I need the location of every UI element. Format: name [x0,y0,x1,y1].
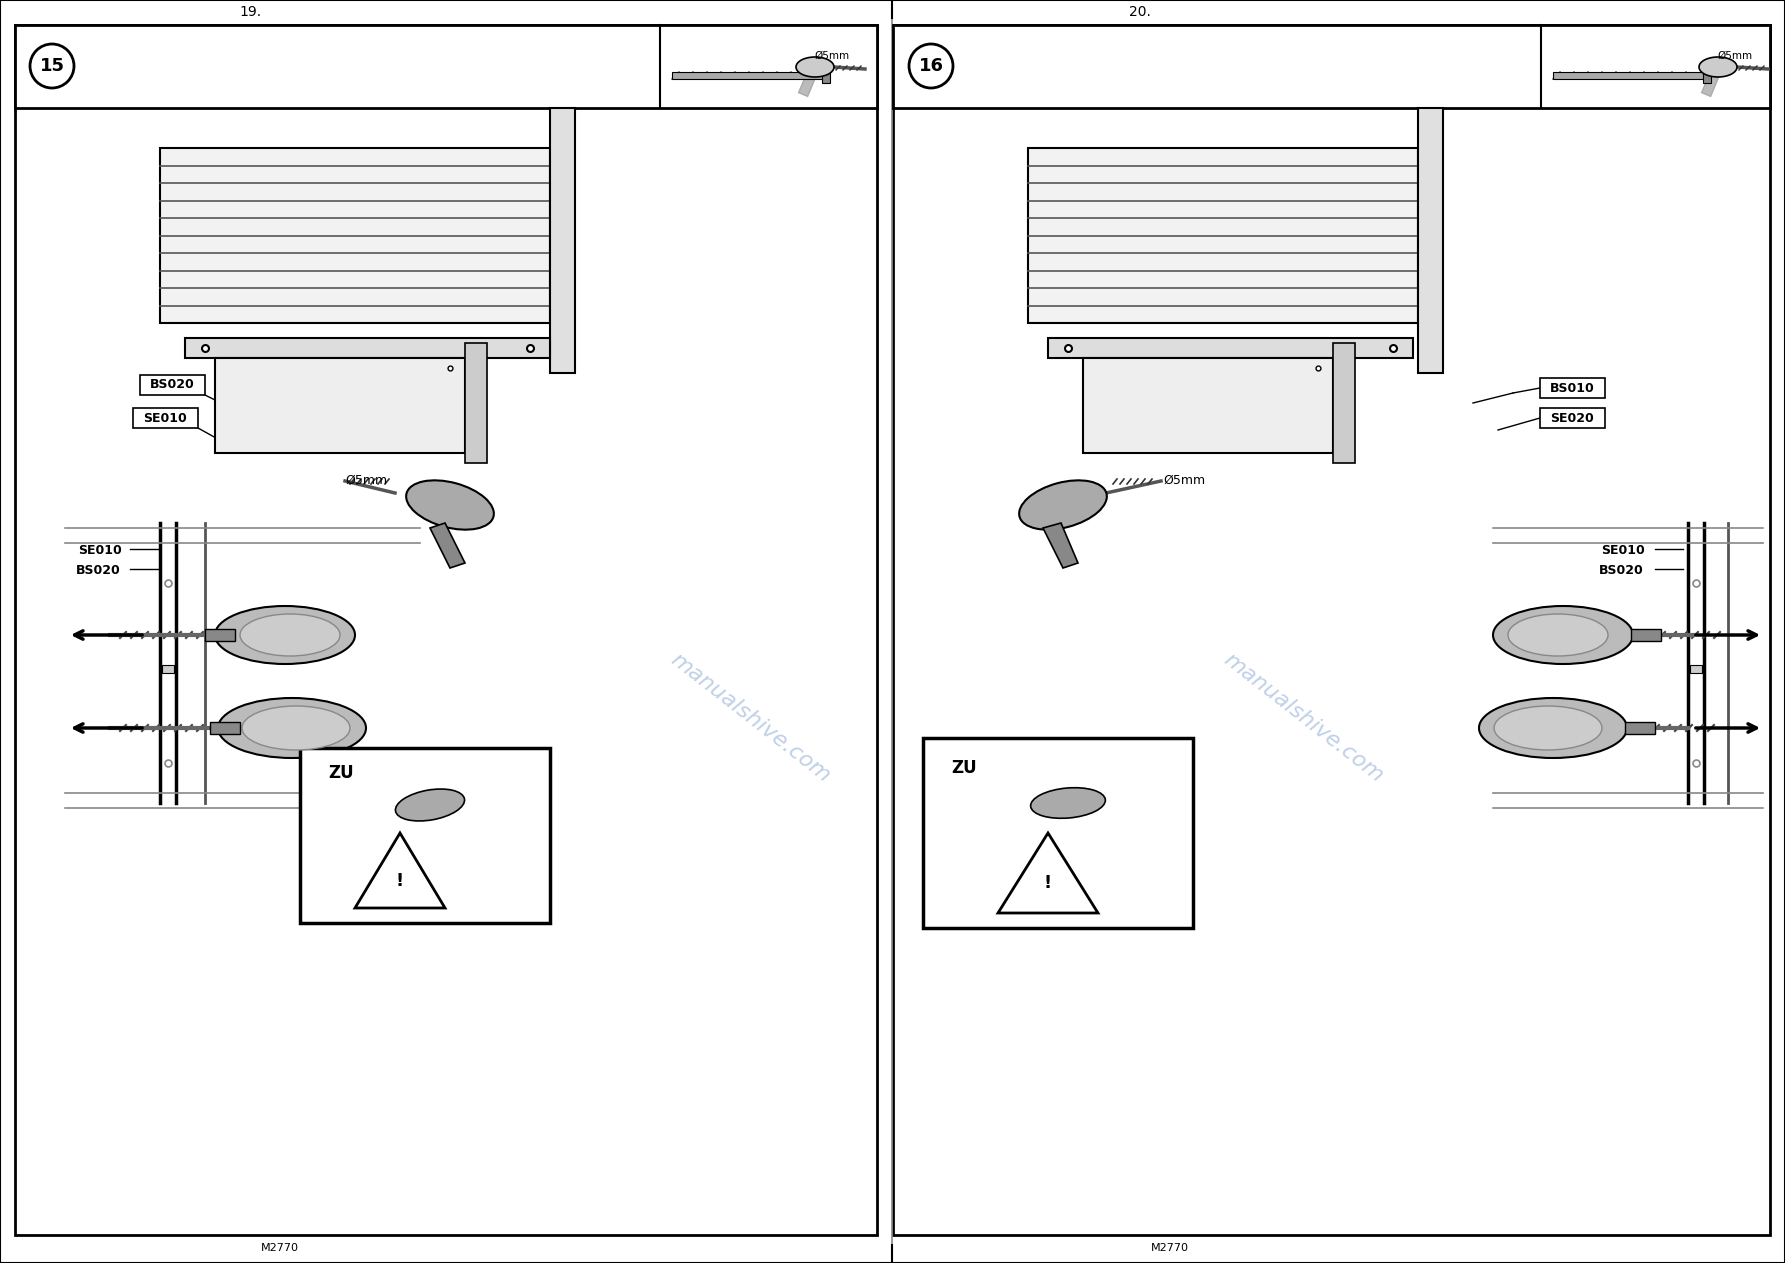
Bar [139,375,205,395]
Bar [892,25,1771,109]
Circle shape [909,44,953,88]
Bar [550,109,575,373]
Bar [14,25,876,1235]
Ellipse shape [1494,706,1601,750]
Bar [161,148,550,323]
Ellipse shape [239,614,339,655]
Text: BS020: BS020 [77,565,121,577]
Bar [1333,344,1355,464]
Bar [1028,148,1417,323]
Text: 19.: 19. [239,5,261,19]
Ellipse shape [407,480,494,529]
Bar [14,25,876,109]
Text: 15: 15 [39,57,64,75]
Text: M2770: M2770 [1151,1243,1189,1253]
Ellipse shape [218,698,366,758]
Bar [466,344,487,464]
Text: Ø5mm: Ø5mm [1717,51,1753,61]
Text: M2770: M2770 [261,1243,300,1253]
Bar [214,357,466,453]
Text: Ø5mm: Ø5mm [1164,474,1205,486]
Text: SE010: SE010 [143,412,187,424]
Text: SE020: SE020 [1549,412,1594,424]
Bar [162,666,173,673]
Bar [1624,722,1655,734]
Polygon shape [430,523,466,568]
Ellipse shape [1019,480,1107,529]
Bar [1631,629,1662,642]
Text: SE010: SE010 [79,544,121,557]
Bar [1703,67,1712,83]
Ellipse shape [796,57,834,77]
Text: BS020: BS020 [1599,565,1644,577]
Text: !: ! [1044,874,1051,892]
Text: !: ! [396,871,403,890]
Ellipse shape [1030,788,1105,818]
Bar [823,67,830,83]
Text: 20.: 20. [1130,5,1151,19]
Bar [300,748,550,923]
Bar [1540,408,1605,428]
Text: Ø5mm: Ø5mm [816,51,850,61]
Text: SE010: SE010 [1601,544,1644,557]
Bar [671,72,826,80]
Bar [1553,72,1708,80]
Bar [134,408,198,428]
Bar [1417,109,1442,373]
Bar [1048,338,1414,357]
Bar [923,738,1192,928]
Ellipse shape [1480,698,1626,758]
Ellipse shape [396,789,464,821]
Ellipse shape [1508,614,1608,655]
Bar [186,338,550,357]
Text: Ø5mm: Ø5mm [345,474,387,486]
Ellipse shape [214,606,355,664]
Bar [1083,357,1333,453]
Text: ZU: ZU [328,764,353,782]
Polygon shape [1042,523,1078,568]
Text: BS010: BS010 [1549,381,1594,394]
Ellipse shape [1492,606,1633,664]
Ellipse shape [243,706,350,750]
Bar [892,25,1771,1235]
Ellipse shape [1699,57,1737,77]
Polygon shape [355,834,444,908]
Text: manualshive.com: manualshive.com [1219,649,1387,787]
Bar [1690,666,1703,673]
Polygon shape [998,834,1098,913]
Bar [211,722,239,734]
Text: 16: 16 [919,57,944,75]
Text: BS020: BS020 [150,379,195,392]
Text: ZU: ZU [951,759,976,777]
Text: manualshive.com: manualshive.com [666,649,834,787]
Bar [1540,378,1605,398]
Bar [205,629,236,642]
Circle shape [30,44,73,88]
